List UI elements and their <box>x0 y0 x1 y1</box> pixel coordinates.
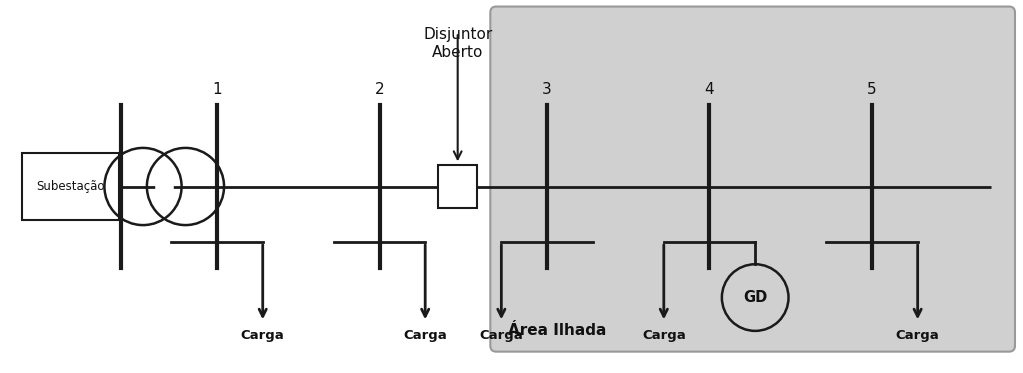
FancyBboxPatch shape <box>490 7 1015 352</box>
Text: Subestação: Subestação <box>36 180 104 193</box>
Text: Disjuntor
Aberto: Disjuntor Aberto <box>424 27 492 60</box>
Text: GD: GD <box>743 290 767 305</box>
Text: 4: 4 <box>705 82 714 97</box>
Text: Carga: Carga <box>641 329 685 342</box>
Bar <box>23 153 119 220</box>
Text: 5: 5 <box>868 82 877 97</box>
Text: 1: 1 <box>212 82 222 97</box>
Text: Carga: Carga <box>480 329 523 342</box>
Text: Carga: Carga <box>896 329 939 342</box>
Text: 2: 2 <box>374 82 385 97</box>
Text: Área Ilhada: Área Ilhada <box>508 323 607 338</box>
Text: 3: 3 <box>542 82 552 97</box>
Text: Carga: Carga <box>403 329 447 342</box>
Bar <box>439 165 477 208</box>
Text: Carga: Carga <box>240 329 284 342</box>
